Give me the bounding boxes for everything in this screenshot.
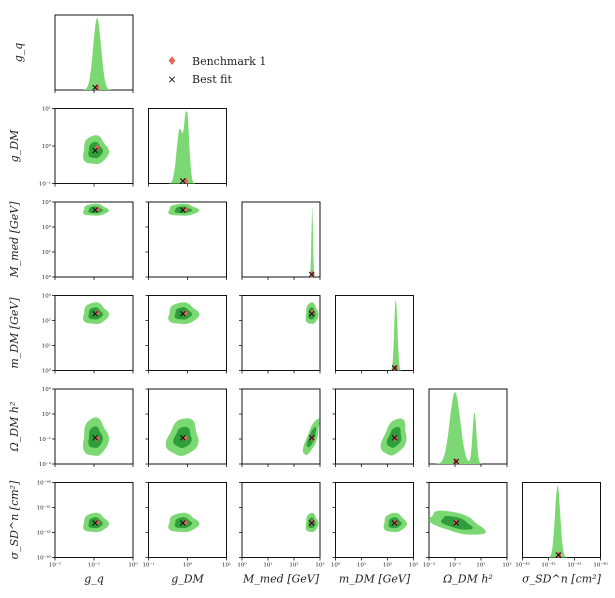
x-axis-label: M_med [GeV] [242,573,320,586]
x-tick-label: 10¹ [263,562,272,569]
x-tick-label: 10³ [409,562,418,569]
y-tick-label: 10¹ [42,249,51,256]
y-tick-label: 10⁰ [42,368,52,375]
legend-bestfit-label: Best fit [192,72,232,86]
bestfit-point [453,520,460,526]
bestfit-point [92,84,99,91]
x-tick-label: 10⁻³ [423,562,435,569]
x-tick-label: 10⁻² [49,562,61,569]
x-tick-label: 10¹ [222,562,231,569]
x-tick-label: 10¹ [357,562,366,569]
bestfit-point [453,458,460,465]
bestfit-point [92,147,99,154]
y-tick-label: 10⁰ [42,274,52,281]
x-tick-label: 10² [289,562,298,569]
y-tick-label: 10¹ [42,411,51,418]
legend-benchmark: ♦ Benchmark 1 [162,52,267,70]
x-tick-label: 10⁻⁴³ [515,562,529,569]
x-tick-label: 10⁰ [237,562,247,569]
marginal-M_med [242,205,320,277]
y-tick-label: 10² [42,224,51,231]
marginal-Omega_DM h^2 [429,392,507,464]
bestfit-point [308,520,315,526]
y-axis-label: g_q [12,43,25,63]
bestfit-point [308,271,315,278]
marginal-sigma_SD^n [522,485,601,558]
x-axis-label: g_q [84,573,104,586]
y-tick-label: 10⁻⁴² [37,530,51,537]
panel-2-2 [241,201,321,278]
y-tick-label: 10³ [42,293,51,300]
y-tick-label: 10⁻¹ [39,181,51,188]
y-axis-label: m_DM [GeV] [8,297,21,369]
x-tick-label: 10⁻⁴¹ [567,562,581,569]
x-axis-label: Ω_DM h² [442,573,493,586]
bestfit-point [179,178,186,184]
y-tick-label: 10⁻⁴¹ [37,505,51,512]
bestfit-point [92,520,99,526]
y-tick-label: 10⁰ [42,143,52,150]
bestfit-marker-icon: × [167,72,177,86]
y-tick-label: 10⁻⁴³ [37,555,51,562]
x-axis-label: g_DM [171,573,204,586]
marginal-g_q [55,18,133,90]
x-axis-label: σ_SD^n [cm²] [522,573,601,586]
y-tick-label: 10¹ [42,343,51,350]
x-tick-label: 10⁻¹ [449,562,461,569]
y-tick-label: 10³ [42,199,51,206]
x-tick-label: 10⁰ [128,562,138,569]
y-tick-label: 10⁻¹ [39,436,51,443]
x-tick-label: 10⁻⁴² [541,562,555,569]
x-tick-label: 10⁻¹ [142,562,154,569]
marginal-m_DM [335,298,414,371]
bestfit-point [391,365,398,371]
legend-bestfit: × Best fit [162,70,266,88]
x-axis-label: m_DM [GeV] [339,573,411,586]
bestfit-point [555,552,562,558]
legend: ♦ Benchmark 1 × Best fit [162,52,267,88]
y-tick-label: 10² [42,318,51,325]
bestfit-point [308,310,315,317]
x-tick-label: 10⁰ [331,562,341,569]
y-axis-label: σ_SD^n [cm²] [8,480,21,559]
bestfit-point [179,310,186,317]
marginal-g_DM [148,111,227,184]
bestfit-point [308,434,315,441]
bestfit-point [391,434,398,441]
x-tick-label: 10⁰ [183,562,193,569]
y-tick-label: 10¹ [42,106,51,113]
x-tick-label: 10³ [315,562,324,569]
y-axis-label: Ω_DM h² [8,402,21,453]
x-tick-label: 10³ [502,562,511,569]
y-tick-label: 10⁻³ [39,461,51,468]
bestfit-point [391,520,398,526]
legend-benchmark-label: Benchmark 1 [192,54,267,68]
bestfit-point [92,434,99,441]
panel-4-4 [428,388,508,465]
x-tick-label: 10⁻¹ [88,562,100,569]
x-tick-label: 10¹ [476,562,485,569]
bestfit-point [179,434,186,441]
bestfit-point [179,520,186,526]
panel-3-3 [335,295,414,371]
bestfit-point [92,310,99,317]
bestfit-point [179,207,186,213]
y-axis-label: g_DM [8,129,21,162]
y-tick-label: 10³ [42,386,51,393]
y-axis-label: M_med [GeV] [8,201,21,279]
bestfit-point [92,207,99,213]
y-tick-label: 10⁻⁴⁰ [37,480,52,487]
x-tick-label: 10² [383,562,392,569]
benchmark-marker-icon: ♦ [166,54,178,68]
x-tick-label: 10⁻⁴⁰ [593,562,608,569]
